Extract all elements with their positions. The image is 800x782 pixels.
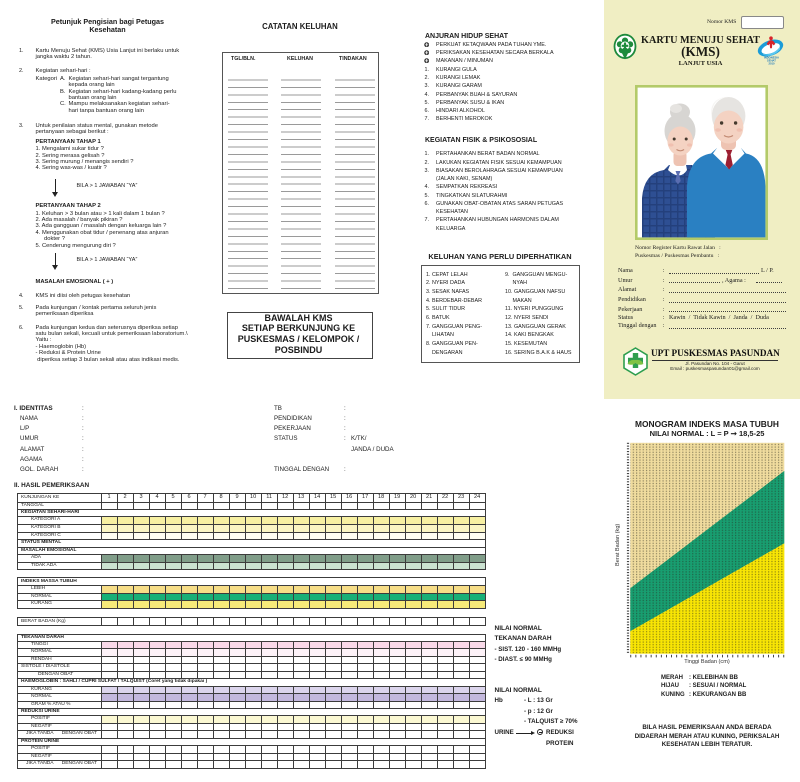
svg-text:SEHAT: SEHAT: [767, 58, 776, 62]
svg-text:INDONESIA: INDONESIA: [764, 55, 779, 59]
svg-text:2010: 2010: [769, 62, 775, 66]
